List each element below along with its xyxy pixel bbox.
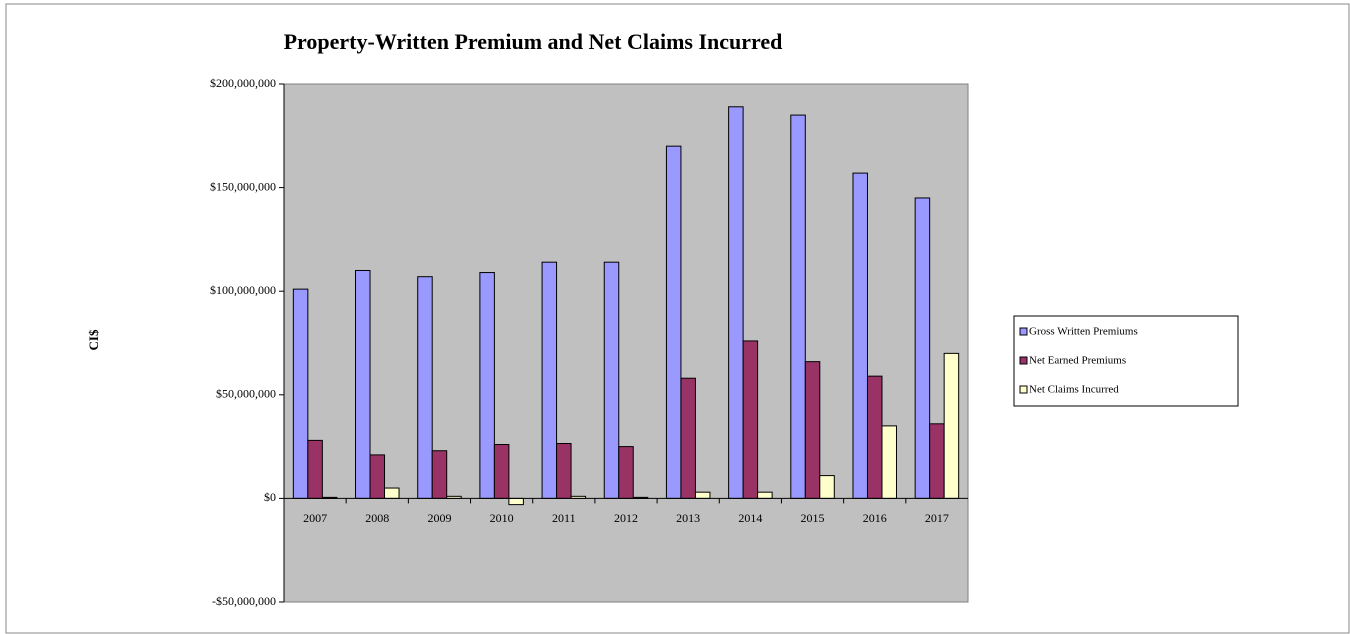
bar [508,497,524,506]
bar [479,272,495,499]
bar [680,377,696,499]
bar [417,276,433,499]
bar [665,145,682,499]
y-tick-label: $0 [264,490,276,504]
chart-title: Property-Written Premium and Net Claims … [284,29,783,54]
bar [943,352,960,499]
x-tick-label: 2015 [801,511,825,525]
bar [292,288,309,499]
bar [728,106,744,499]
x-tick-label: 2017 [925,511,949,525]
x-tick-label: 2013 [676,511,700,525]
bar [757,491,773,499]
bar [852,172,868,499]
bar [742,340,759,499]
bar [694,491,711,499]
bar [819,475,835,499]
x-tick-label: 2010 [490,511,514,525]
bar [493,444,510,499]
bar [790,114,806,499]
y-axis-label: CI$ [86,329,101,350]
bar [618,446,634,499]
legend-label: Gross Written Premiums [1029,326,1138,338]
bar [556,442,572,499]
bar [541,261,558,499]
x-tick-label: 2014 [738,511,762,525]
bar [804,361,821,499]
legend-box [1013,315,1239,407]
x-tick-label: 2008 [365,511,389,525]
y-tick-label: $100,000,000 [210,283,276,297]
y-tick-label: $200,000,000 [210,76,276,90]
legend-swatch [1019,356,1028,365]
bar [369,454,386,499]
bar [881,425,897,499]
x-tick-label: 2007 [303,511,327,525]
legend-swatch [1019,385,1028,394]
bar [431,450,448,499]
y-tick-label: $50,000,000 [216,387,276,401]
bar [355,269,371,499]
x-tick-label: 2012 [614,511,638,525]
legend-swatch [1019,327,1028,336]
bar [914,197,931,499]
x-tick-label: 2011 [552,511,576,525]
bar [307,439,323,499]
bar [384,487,400,499]
bar [929,423,945,499]
x-tick-label: 2016 [863,511,887,525]
legend-label: Net Claims Incurred [1029,384,1119,396]
bar [603,261,620,499]
bar [866,375,883,499]
y-tick-label: -$50,000,000 [212,594,276,608]
x-tick-label: 2009 [427,511,451,525]
y-tick-label: $150,000,000 [210,179,276,193]
legend-label: Net Earned Premiums [1029,355,1126,367]
